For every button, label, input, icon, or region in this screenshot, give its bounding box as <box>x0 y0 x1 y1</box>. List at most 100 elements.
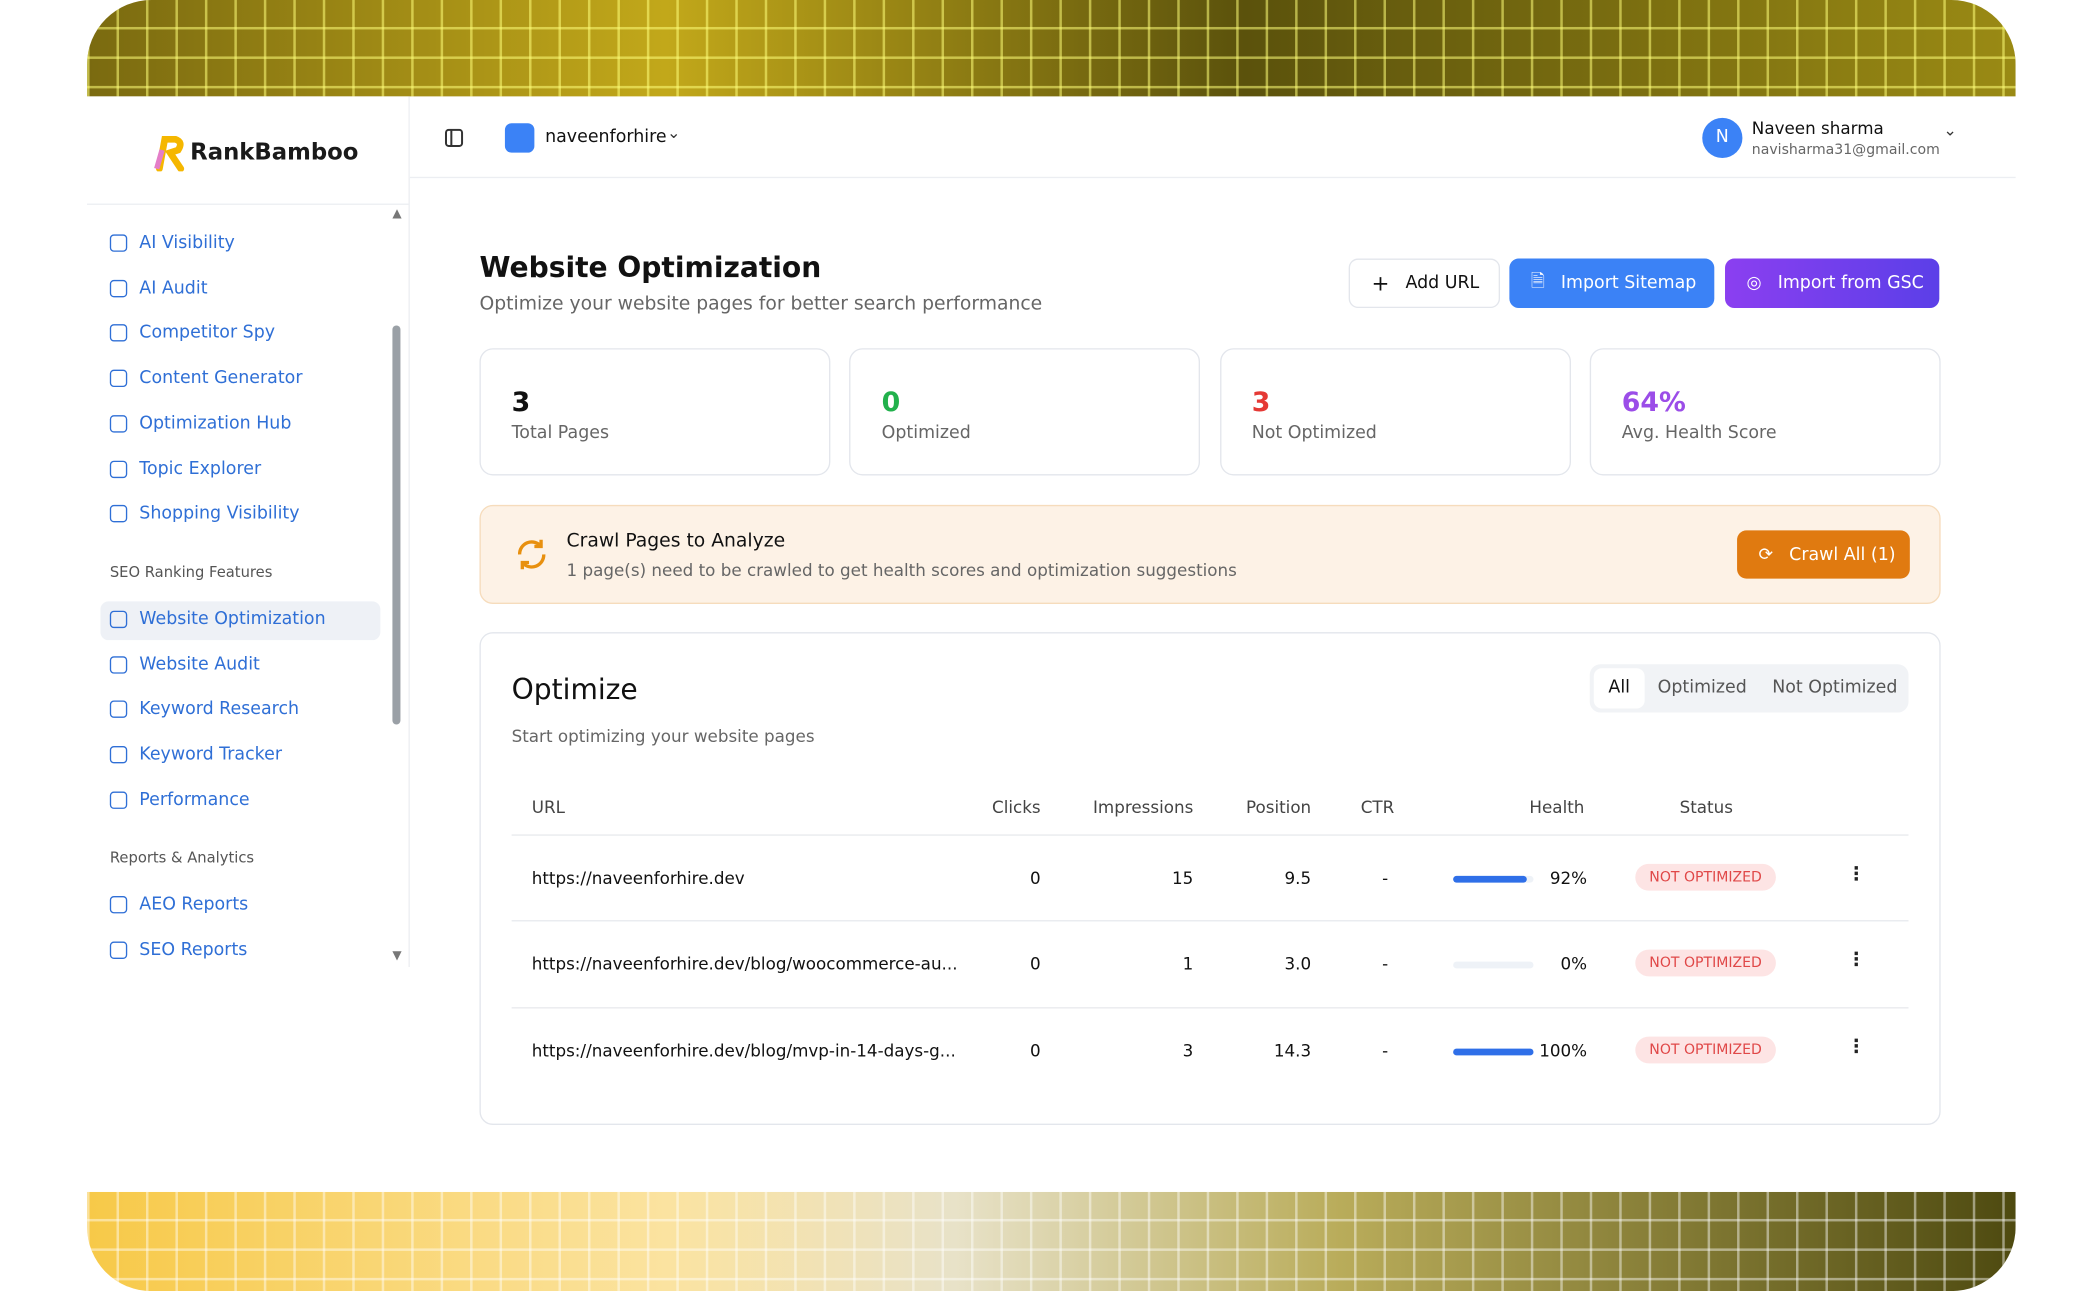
nav-item[interactable]: Website Audit <box>100 646 380 685</box>
cell: 15 <box>1172 867 1194 888</box>
nav-item[interactable]: Performance <box>100 782 380 821</box>
health-label: 100% <box>1539 1040 1588 1061</box>
nav-item-active[interactable]: Website Optimization <box>100 601 381 641</box>
nav-item[interactable]: AI Audit <box>100 270 380 309</box>
sidebar-toggle[interactable] <box>444 128 464 148</box>
avatar[interactable]: N <box>1702 117 1743 159</box>
nav-item[interactable]: Shopping Visibility <box>100 496 380 535</box>
nav-item[interactable]: Topic Explorer <box>100 451 380 490</box>
nav-icon <box>109 700 128 719</box>
nav-icon <box>109 324 128 343</box>
url-cell[interactable]: https://naveenforhire.dev/blog/woocommer… <box>531 953 958 975</box>
nav-icon <box>109 279 128 297</box>
scrollbar <box>392 325 401 725</box>
status-badge: NOT OPTIMIZED <box>1635 949 1776 977</box>
nav-label: Shopping Visibility <box>139 503 300 524</box>
column-header: Impressions <box>1092 796 1194 817</box>
cell: 3 <box>1182 1040 1194 1061</box>
nav-icon <box>109 941 128 960</box>
stat-label: Optimized <box>881 423 971 444</box>
url-cell[interactable]: https://naveenforhire.dev <box>531 867 745 888</box>
nav-label: Topic Explorer <box>139 458 262 479</box>
nav-label: Performance <box>139 789 250 810</box>
user-name: Naveen sharma <box>1751 117 1884 138</box>
row-menu[interactable]: ⋮ <box>1846 949 1866 972</box>
row-divider <box>511 920 1909 922</box>
stat-card: 0 Optimized <box>849 348 1201 476</box>
project-name[interactable]: naveenforhire <box>545 127 667 148</box>
page-subtitle: Optimize your website pages for better s… <box>479 293 1043 315</box>
tab-active[interactable]: All <box>1593 668 1645 709</box>
row-menu[interactable]: ⋮ <box>1846 1036 1866 1058</box>
logo-area: RankBamboo <box>87 96 409 205</box>
tab[interactable]: Not Optimized <box>1772 677 1898 698</box>
nav-item[interactable]: Competitor Spy <box>100 315 380 354</box>
cell: - <box>1382 1040 1389 1061</box>
cell: 9.5 <box>1284 867 1312 888</box>
stat-card: 3 Total Pages <box>479 348 831 476</box>
nav-label: AI Audit <box>139 278 208 299</box>
import-gsc-button[interactable]: ◎ Import from GSC <box>1725 258 1940 309</box>
section-label: SEO Ranking Features <box>109 563 273 582</box>
user-caret[interactable]: ⌄ <box>1943 120 1957 140</box>
nav-item[interactable]: AI Visibility <box>100 225 380 264</box>
stat-card: 3 Not Optimized <box>1219 348 1571 476</box>
nav-icon <box>109 505 128 523</box>
user-email: navisharma31@gmail.com <box>1751 141 1940 159</box>
row-divider <box>511 834 1909 836</box>
column-header: Position <box>1245 796 1312 817</box>
refresh-icon <box>517 539 546 570</box>
status-badge: NOT OPTIMIZED <box>1635 863 1776 891</box>
nav-icon <box>109 655 128 674</box>
nav-item[interactable]: Content Generator <box>100 360 380 399</box>
nav-icon <box>109 414 128 433</box>
add-url-button[interactable]: + Add URL <box>1348 258 1501 309</box>
column-header: URL <box>531 796 565 817</box>
stat-card: 64% Avg. Health Score <box>1589 348 1941 476</box>
cell: 14.3 <box>1273 1040 1312 1061</box>
nav-icon <box>109 460 128 478</box>
health-track <box>1453 962 1534 969</box>
nav-label: AEO Reports <box>139 895 249 916</box>
nav-item[interactable]: Keyword Tracker <box>100 737 380 776</box>
nav-label: Content Generator <box>139 368 303 389</box>
health-bar <box>1453 1048 1534 1055</box>
section-label: Reports & Analytics <box>109 849 255 868</box>
scroll-up[interactable]: ▲ <box>392 207 402 221</box>
nav-item[interactable]: Optimization Hub <box>100 406 380 445</box>
button-label: Add URL <box>1405 273 1480 294</box>
tab[interactable]: Optimized <box>1657 677 1747 698</box>
health-label: 0% <box>1560 953 1588 975</box>
filter-tabs: All Optimized Not Optimized <box>1589 664 1909 713</box>
row-menu[interactable]: ⋮ <box>1846 863 1866 886</box>
url-cell[interactable]: https://naveenforhire.dev/blog/mvp-in-14… <box>531 1040 956 1061</box>
nav-item[interactable]: Keyword Research <box>100 691 380 730</box>
nav-item[interactable]: SEO Reports <box>100 932 380 967</box>
nav-label: SEO Reports <box>139 940 248 961</box>
stat-value: 64% <box>1621 385 1686 418</box>
icon: 🗎 <box>1530 271 1545 292</box>
project-icon <box>504 123 535 153</box>
cell: 3.0 <box>1284 953 1312 975</box>
nav-label: Website Audit <box>139 654 260 675</box>
stat-label: Not Optimized <box>1251 423 1377 444</box>
column-header: Health <box>1529 796 1585 817</box>
stat-value: 0 <box>881 385 901 418</box>
icon: ⟳ <box>1758 544 1774 565</box>
nav-icon <box>109 896 128 914</box>
page-title: Website Optimization <box>479 251 822 284</box>
scroll-down[interactable]: ▼ <box>392 949 402 963</box>
crawl-all-button[interactable]: ⟳ Crawl All (1) <box>1737 530 1910 579</box>
nav-icon <box>109 369 128 388</box>
status-badge: NOT OPTIMIZED <box>1635 1036 1776 1063</box>
cell: - <box>1382 953 1389 975</box>
project-caret[interactable]: ⌄ <box>666 123 681 142</box>
banner-title: Crawl Pages to Analyze <box>566 530 786 552</box>
nav-item[interactable]: AEO Reports <box>100 887 380 926</box>
import-sitemap-button[interactable]: 🗎 Import Sitemap <box>1509 258 1715 309</box>
button-label: Import Sitemap <box>1560 273 1697 294</box>
nav-icon <box>109 234 128 252</box>
banner-text: 1 page(s) need to be crawled to get heal… <box>566 559 1237 580</box>
